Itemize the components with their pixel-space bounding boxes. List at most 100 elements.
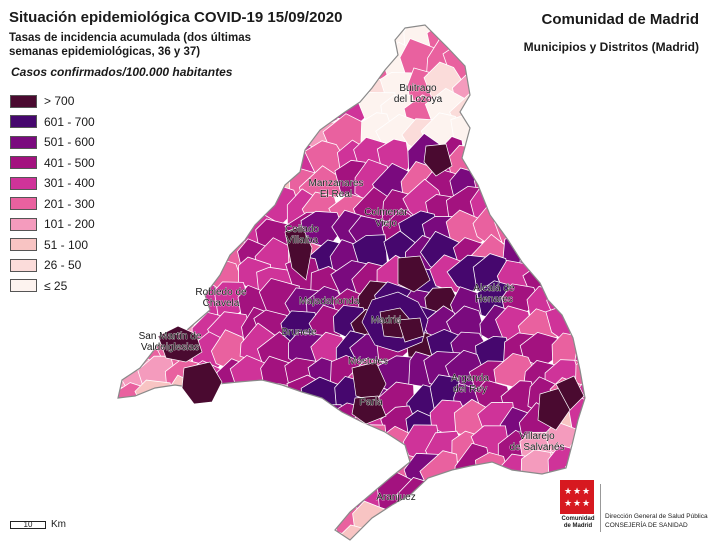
- municipality-area: [137, 282, 183, 321]
- municipality-area: [476, 25, 515, 62]
- municipality-area: [118, 472, 150, 512]
- municipality-area: [215, 25, 254, 63]
- svg-text:★: ★: [582, 487, 590, 497]
- municipality-area: [526, 182, 568, 228]
- municipality-area: [209, 95, 248, 132]
- place-label: Brunete: [281, 327, 316, 338]
- municipality-area: [519, 234, 563, 270]
- legend-swatch: [10, 197, 37, 211]
- municipality-area: [227, 25, 273, 31]
- municipality-area: [550, 136, 585, 178]
- legend-item: 101 - 200: [10, 214, 95, 235]
- municipality-area: [261, 424, 302, 463]
- comunidad-de-madrid-logo: ★ ★ ★ ★ ★ ★: [560, 480, 594, 514]
- municipality-area: [189, 432, 225, 468]
- map-title: Situación epidemiológica COVID-19 15/09/…: [9, 9, 343, 26]
- municipality-area: [118, 428, 157, 467]
- municipality-area: [537, 387, 571, 431]
- legend-swatch: [10, 115, 37, 129]
- municipality-area: [231, 39, 278, 81]
- logo-divider: [600, 484, 601, 532]
- municipality-area: [118, 500, 123, 538]
- municipality-area: [520, 25, 564, 32]
- legend-label: 501 - 600: [44, 135, 95, 150]
- municipality-area: [523, 119, 563, 159]
- municipality-area: [330, 65, 366, 107]
- municipality-area: [118, 305, 131, 344]
- municipality-area: [285, 90, 320, 127]
- department-line-1: Dirección General de Salud Pública: [605, 513, 708, 520]
- municipality-area: [161, 85, 202, 129]
- municipality-area: [502, 47, 541, 85]
- svg-text:★: ★: [573, 499, 581, 509]
- municipality-area: [182, 447, 228, 492]
- legend-label: ≤ 25: [44, 278, 68, 293]
- municipality-area: [258, 401, 300, 444]
- high-incidence-areas: [157, 143, 585, 431]
- municipality-area: [450, 25, 491, 42]
- municipality-area: [135, 429, 179, 468]
- municipality-area: [212, 114, 251, 158]
- municipality-area: [329, 25, 368, 56]
- municipality-area: [522, 25, 565, 53]
- municipality-area: [261, 501, 300, 540]
- municipality-area: [574, 327, 585, 371]
- municipality-areas: [118, 25, 585, 540]
- municipality-area: [469, 47, 509, 86]
- municipality-area: [118, 473, 124, 510]
- municipality-area: [189, 89, 227, 129]
- legend-item: 401 - 500: [10, 153, 95, 174]
- municipality-area: [118, 503, 152, 540]
- municipality-area: [228, 162, 272, 204]
- legend-item: 201 - 300: [10, 194, 95, 215]
- municipality-area: [233, 143, 274, 184]
- municipality-area: [423, 499, 462, 540]
- legend-swatch: [10, 156, 37, 170]
- municipality-area: [118, 88, 136, 132]
- municipality-area: [118, 258, 128, 305]
- municipality-area: [118, 327, 125, 372]
- municipality-area: [118, 398, 124, 443]
- municipality-area: [207, 137, 243, 176]
- municipality-area: [336, 34, 374, 77]
- place-labels: Buitrago del Lozoya Manzanares El RealColme…: [138, 83, 565, 504]
- legend-swatch: [10, 238, 37, 252]
- municipality-area: [238, 112, 279, 152]
- municipality-area: [566, 281, 585, 321]
- municipality-area: [131, 41, 177, 81]
- municipality-area: [142, 214, 185, 253]
- municipality-area: [406, 527, 445, 540]
- municipality-area: [519, 206, 561, 248]
- municipality-area: [186, 25, 224, 65]
- municipality-area: [139, 474, 183, 520]
- legend-label: 26 - 50: [44, 258, 82, 273]
- place-label: Colmenar Viejo: [364, 207, 408, 229]
- municipality-area: [168, 190, 204, 227]
- legend-swatch: [10, 176, 37, 190]
- municipality-area: [566, 64, 585, 109]
- municipality-area: [430, 25, 468, 35]
- place-label: Buitrago del Lozoya: [394, 83, 443, 105]
- municipality-area: [118, 525, 125, 540]
- municipality-area: [548, 47, 585, 87]
- municipality-area: [211, 476, 250, 517]
- place-label: Robledo de Chavela: [195, 287, 247, 309]
- municipality-area: [282, 25, 320, 59]
- municipality-area: [472, 524, 510, 540]
- municipality-area: [161, 44, 205, 87]
- municipality-area: [186, 63, 225, 104]
- legend-item: 301 - 400: [10, 173, 95, 194]
- department-line-2: CONSEJERÍA DE SANIDAD: [605, 522, 688, 529]
- municipality-area: [204, 25, 244, 37]
- municipality-area: [167, 231, 209, 273]
- municipality-area: [210, 189, 249, 232]
- municipality-area: [564, 25, 585, 37]
- municipality-area: [281, 404, 322, 446]
- municipality-area: [260, 90, 297, 128]
- municipality-area: [209, 63, 254, 104]
- municipality-area: [500, 25, 541, 57]
- municipality-area: [118, 453, 134, 490]
- municipality-area: [233, 421, 273, 462]
- municipality-area: [476, 110, 516, 152]
- municipality-area: [454, 25, 496, 52]
